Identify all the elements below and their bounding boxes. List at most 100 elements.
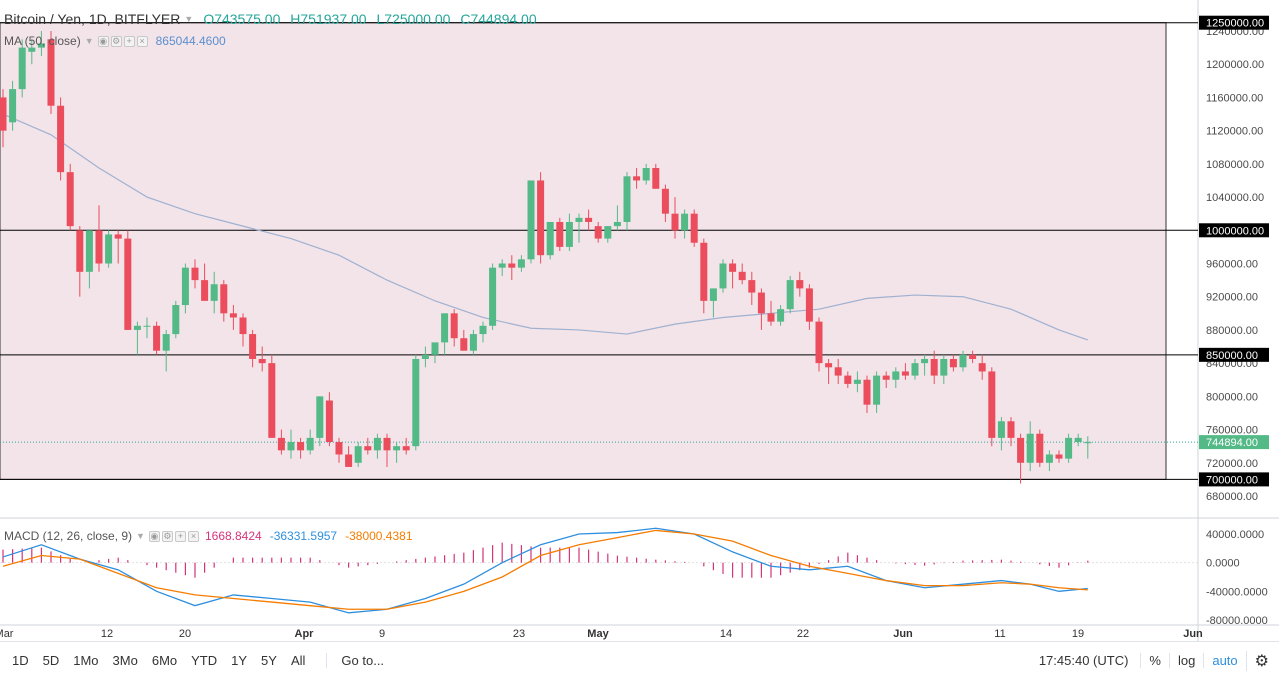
candle-down[interactable]: [537, 180, 545, 256]
candle-down[interactable]: [700, 242, 708, 301]
candle-up[interactable]: [373, 437, 381, 451]
candle-up[interactable]: [133, 325, 141, 330]
candle-up[interactable]: [421, 354, 429, 359]
candle-down[interactable]: [585, 217, 593, 222]
eye-icon[interactable]: ◉: [97, 35, 109, 47]
candle-down[interactable]: [815, 321, 823, 364]
candle-down[interactable]: [969, 354, 977, 359]
candle-up[interactable]: [1084, 442, 1092, 444]
candle-up[interactable]: [85, 230, 93, 272]
candle-up[interactable]: [719, 263, 727, 289]
close-icon[interactable]: ×: [136, 35, 148, 47]
candle-down[interactable]: [690, 213, 698, 243]
candle-down[interactable]: [383, 437, 391, 451]
candle-down[interactable]: [47, 39, 55, 106]
candle-up[interactable]: [604, 226, 612, 239]
candle-down[interactable]: [978, 363, 986, 372]
candle-up[interactable]: [37, 43, 45, 48]
candle-down[interactable]: [268, 363, 276, 438]
candle-up[interactable]: [479, 325, 487, 335]
candle-down[interactable]: [508, 263, 516, 268]
chart-canvas[interactable]: 1240000.001200000.001160000.001120000.00…: [0, 0, 1279, 641]
candle-down[interactable]: [805, 288, 813, 322]
candle-up[interactable]: [623, 176, 631, 222]
candle-down[interactable]: [325, 400, 333, 443]
log-toggle[interactable]: log: [1168, 653, 1203, 668]
candle-up[interactable]: [786, 280, 794, 310]
range-button[interactable]: 1Mo: [73, 653, 99, 668]
candle-up[interactable]: [431, 342, 439, 355]
range-button[interactable]: 1Y: [231, 653, 248, 668]
candle-down[interactable]: [882, 375, 890, 380]
add-icon[interactable]: +: [123, 35, 135, 47]
close-icon[interactable]: ×: [187, 530, 199, 542]
candle-up[interactable]: [181, 267, 189, 306]
candle-down[interactable]: [594, 226, 602, 239]
range-button[interactable]: All: [290, 653, 306, 668]
candle-down[interactable]: [450, 313, 458, 339]
candle-up[interactable]: [316, 396, 324, 438]
candle-down[interactable]: [76, 230, 84, 272]
candle-up[interactable]: [527, 180, 535, 260]
candle-down[interactable]: [556, 221, 564, 247]
candle-up[interactable]: [1045, 454, 1053, 463]
candle-down[interactable]: [402, 446, 410, 451]
candle-up[interactable]: [892, 371, 900, 380]
candle-up[interactable]: [853, 379, 861, 384]
time-scale[interactable]: Mar 12 20 Apr 9 23 May 14 22 Jun 11 19 Jun: [0, 628, 1203, 640]
candle-down[interactable]: [901, 371, 909, 376]
candle-up[interactable]: [681, 213, 689, 231]
candle-down[interactable]: [729, 263, 737, 272]
candle-down[interactable]: [988, 371, 996, 438]
candle-down[interactable]: [364, 446, 372, 451]
settings-icon[interactable]: ⚙: [110, 35, 122, 47]
candle-up[interactable]: [997, 421, 1005, 438]
candle-up[interactable]: [517, 259, 525, 268]
candle-down[interactable]: [949, 358, 957, 368]
candle-up[interactable]: [1065, 437, 1073, 459]
range-button[interactable]: 3Mo: [112, 653, 138, 668]
symbol-title[interactable]: Bitcoin / Yen, 1D, BITFLYER: [4, 11, 181, 27]
candle-up[interactable]: [306, 437, 314, 451]
candle-down[interactable]: [201, 280, 209, 301]
candle-down[interactable]: [277, 437, 285, 451]
percent-toggle[interactable]: %: [1140, 653, 1169, 668]
candle-up[interactable]: [921, 358, 929, 364]
candle-down[interactable]: [825, 363, 833, 368]
chevron-down-icon[interactable]: ▼: [84, 36, 94, 46]
macd-scale[interactable]: 40000.0000 0.0000 -40000.0000 -80000.0000: [1206, 529, 1268, 627]
candle-down[interactable]: [297, 442, 305, 451]
candle-down[interactable]: [345, 454, 353, 467]
candle-up[interactable]: [18, 47, 26, 90]
candle-down[interactable]: [633, 176, 641, 181]
candle-up[interactable]: [469, 334, 477, 351]
candle-down[interactable]: [1055, 454, 1063, 459]
candle-down[interactable]: [930, 358, 938, 376]
candle-down[interactable]: [66, 172, 74, 227]
candle-down[interactable]: [239, 317, 247, 335]
auto-toggle[interactable]: auto: [1203, 653, 1245, 668]
ma50-line[interactable]: [2, 113, 1088, 341]
candle-down[interactable]: [229, 313, 237, 318]
candle-up[interactable]: [393, 446, 401, 451]
candle-up[interactable]: [959, 354, 967, 368]
candle-down[interactable]: [114, 234, 122, 239]
candle-up[interactable]: [412, 358, 420, 447]
candle-up[interactable]: [498, 263, 506, 268]
chevron-down-icon[interactable]: ▼: [184, 14, 194, 24]
candle-up[interactable]: [162, 334, 170, 351]
candle-up[interactable]: [354, 446, 362, 463]
candle-up[interactable]: [777, 309, 785, 322]
signal-line[interactable]: [2, 529, 1088, 610]
candle-down[interactable]: [863, 379, 871, 405]
candle-down[interactable]: [834, 367, 842, 376]
candle-down[interactable]: [671, 213, 679, 231]
candle-down[interactable]: [95, 230, 103, 264]
candle-up[interactable]: [709, 288, 717, 301]
settings-icon[interactable]: ⚙: [161, 530, 173, 542]
range-button[interactable]: 1D: [12, 653, 29, 668]
candle-down[interactable]: [258, 358, 266, 364]
macd-line[interactable]: [2, 527, 1088, 614]
candle-down[interactable]: [220, 284, 228, 314]
candle-up[interactable]: [28, 47, 36, 52]
